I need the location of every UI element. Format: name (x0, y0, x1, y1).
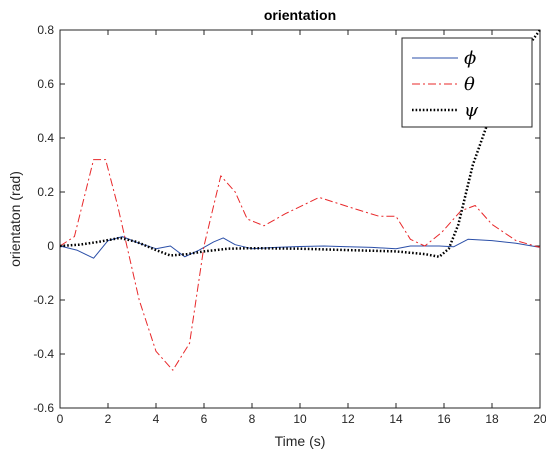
y-tick-label: 0 (47, 239, 54, 253)
y-tick-label: 0.2 (37, 185, 54, 199)
y-tick-label: -0.2 (33, 293, 54, 307)
y-tick-label: 0.8 (37, 23, 54, 37)
legend-box (401, 37, 533, 128)
legend-items: ϕθψ (412, 48, 479, 121)
x-axis-ticks: 0 2 4 6 8 10 12 14 16 18 20 (57, 30, 546, 426)
x-tick-label: 6 (201, 412, 208, 426)
y-tick-label: -0.4 (33, 347, 54, 361)
series-line-1 (59, 236, 541, 259)
x-axis-label: Time (s) (275, 433, 326, 449)
series-line-2 (59, 159, 541, 371)
x-tick-label: 2 (105, 412, 112, 426)
y-axis-label: orientaton (rad) (7, 171, 23, 267)
series-lines (59, 29, 542, 371)
x-tick-label: 10 (293, 412, 307, 426)
x-tick-label: 4 (153, 412, 160, 426)
series-line-3 (59, 29, 542, 259)
legend-label-1: ϕ (464, 48, 476, 69)
x-tick-label: 20 (533, 412, 546, 426)
x-tick-label: 14 (389, 412, 403, 426)
y-tick-label: 0.6 (37, 77, 54, 91)
x-tick-label: 18 (485, 412, 499, 426)
legend: ϕθψ (401, 37, 533, 128)
legend-label-2: θ (464, 74, 475, 95)
x-tick-label: 0 (57, 412, 64, 426)
legend-label-3: ψ (464, 100, 479, 121)
y-tick-label: 0.4 (37, 131, 54, 145)
x-tick-label: 12 (341, 412, 355, 426)
x-tick-label: 16 (437, 412, 451, 426)
chart-title: orientation (264, 7, 336, 23)
x-tick-label: 8 (249, 412, 256, 426)
y-tick-label: -0.6 (33, 401, 54, 415)
y-axis-ticks: -0.6 -0.4 -0.2 0 0.2 0.4 0.6 0.8 (33, 23, 540, 415)
